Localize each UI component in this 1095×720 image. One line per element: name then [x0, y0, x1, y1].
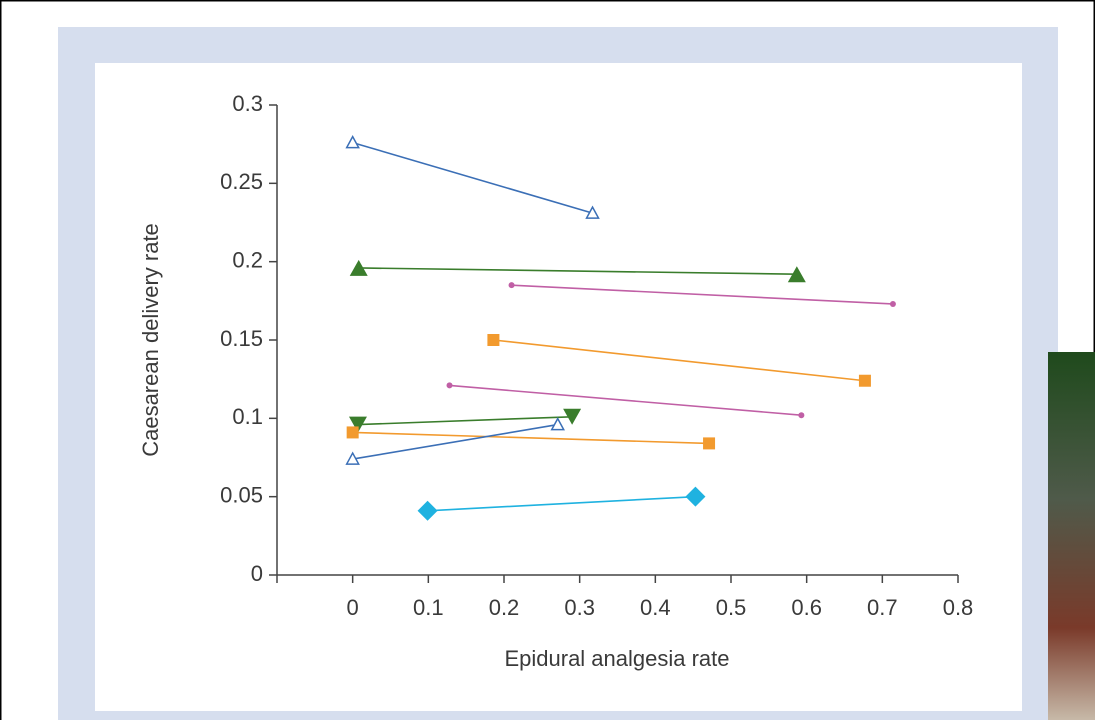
marker — [787, 266, 806, 283]
marker — [585, 205, 600, 219]
x-tick-label: 0 — [347, 595, 359, 620]
series-line — [358, 267, 797, 275]
marker — [349, 259, 368, 276]
y-tick-label: 0.1 — [232, 404, 263, 429]
x-tick-label: 0.7 — [867, 595, 898, 620]
marker — [417, 500, 438, 521]
marker — [487, 334, 500, 346]
marker — [550, 417, 565, 431]
marker — [446, 382, 453, 389]
y-tick-label: 0.3 — [232, 91, 263, 116]
x-tick-label: 0.8 — [943, 595, 974, 620]
plot-area: 0 0.05 0.1 0.15 0.2 0.25 0.3 0 0.1 0.2 0.3 0.4 0.5 0.… — [220, 91, 973, 620]
marker — [798, 412, 805, 419]
series-line — [449, 384, 802, 416]
x-tick-label: 0.2 — [489, 595, 520, 620]
x-tick-label: 0.3 — [564, 595, 595, 620]
y-tick-label: 0.25 — [220, 169, 263, 194]
y-axis-label: Caesarean delivery rate — [138, 223, 163, 457]
marker — [345, 451, 360, 465]
series-line — [352, 431, 710, 445]
plot-panel — [95, 63, 1022, 711]
y-tick-label: 0.2 — [232, 247, 263, 272]
marker — [889, 300, 896, 307]
marker — [563, 408, 582, 425]
photo — [1048, 352, 1095, 720]
y-tick-label: 0.15 — [220, 326, 263, 351]
marker — [508, 282, 515, 289]
series-line — [357, 415, 573, 426]
marker — [685, 486, 706, 507]
series-line — [352, 423, 558, 460]
x-axis-label: Epidural analgesia rate — [504, 646, 729, 671]
marker — [858, 374, 871, 387]
series-line — [427, 495, 696, 512]
marker — [345, 135, 360, 149]
marker — [348, 416, 367, 433]
x-tick-label: 0.5 — [716, 595, 747, 620]
y-tick-label: 0 — [251, 561, 263, 586]
series-line — [511, 284, 893, 305]
y-tick-label: 0.05 — [220, 482, 263, 507]
marker — [703, 437, 716, 450]
marker — [346, 426, 359, 439]
x-tick-label: 0.1 — [413, 595, 444, 620]
series-line — [493, 339, 866, 382]
x-tick-label: 0.4 — [640, 595, 671, 620]
series-line — [352, 141, 593, 214]
x-tick-label: 0.6 — [791, 595, 822, 620]
